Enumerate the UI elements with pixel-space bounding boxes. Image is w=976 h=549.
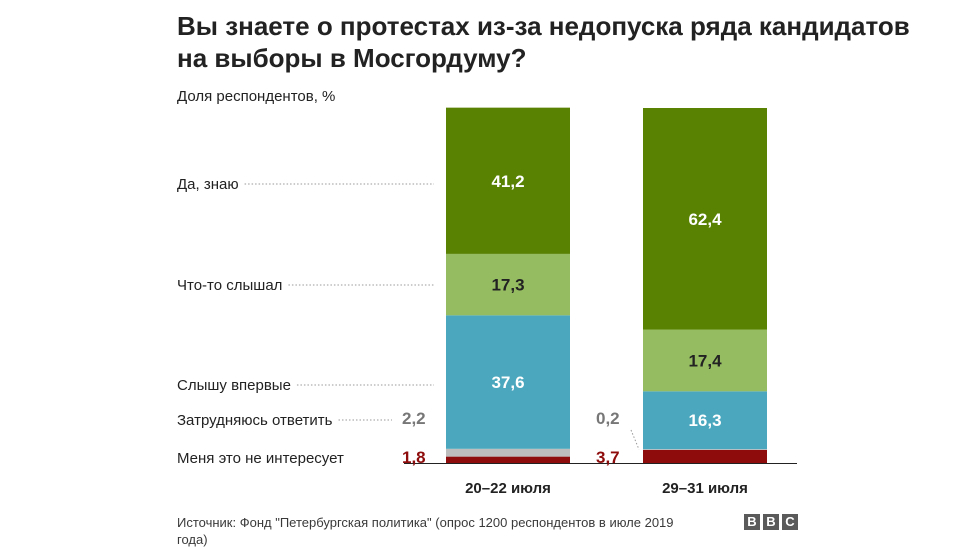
- data-label: 0,2: [596, 409, 620, 428]
- bbc-logo-letter: B: [763, 514, 779, 530]
- bar-segment: [446, 107, 570, 254]
- bar-segment: [643, 329, 767, 392]
- bbc-logo-letter: C: [782, 514, 798, 530]
- bbc-logo: B B C: [744, 514, 798, 530]
- source-note: Источник: Фонд "Петербургская политика" …: [177, 515, 674, 547]
- bbc-logo-letter: B: [744, 514, 760, 530]
- series-label: Меня это не интересует: [177, 450, 344, 467]
- bar-segment: [446, 456, 570, 463]
- data-label: 16,3: [688, 411, 721, 430]
- series-label: Затрудняюсь ответить: [177, 412, 333, 429]
- series-label: Слышу впервые: [177, 377, 291, 394]
- series-label: Что-то слышал: [177, 277, 282, 294]
- data-label: 41,2: [491, 172, 524, 191]
- x-tick-label: 29–31 июля: [662, 480, 748, 497]
- series-label: Да, знаю: [177, 176, 239, 193]
- x-tick-label: 20–22 июля: [465, 480, 551, 497]
- data-label: 17,4: [688, 351, 722, 370]
- chart-title: Вы знаете о протестах из-за недопуска ря…: [177, 11, 910, 73]
- bar-segment: [446, 448, 570, 457]
- data-label: 17,3: [491, 276, 524, 295]
- bar-segment: [643, 391, 767, 450]
- data-label: 3,7: [596, 448, 620, 467]
- data-label: 37,6: [491, 373, 524, 392]
- bar-segment: [446, 253, 570, 316]
- bar-segment: [643, 449, 767, 450]
- bar-segment: [643, 449, 767, 463]
- data-label: 2,2: [402, 409, 426, 428]
- chart-subtitle: Доля респондентов, %: [177, 88, 336, 105]
- bar-segment: [446, 315, 570, 449]
- data-label: 1,8: [402, 448, 426, 467]
- data-label: 62,4: [688, 210, 722, 229]
- bar-segment: [643, 108, 767, 330]
- leader-line: [630, 429, 640, 450]
